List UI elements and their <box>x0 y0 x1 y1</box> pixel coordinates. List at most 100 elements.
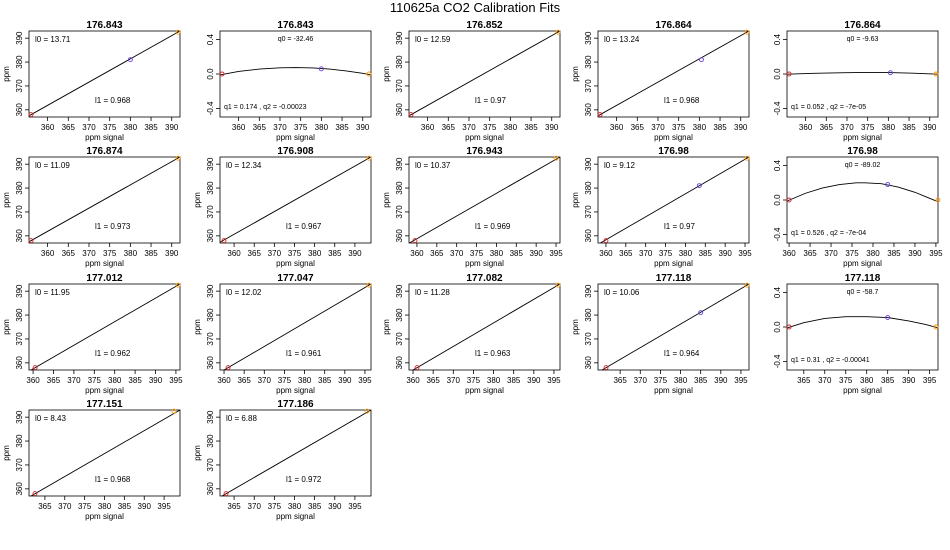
x-tick-label: 370 <box>82 249 96 258</box>
panel-title: 177.012 <box>86 273 123 284</box>
x-tick-label: 365 <box>803 249 817 258</box>
x-tick-label: 375 <box>78 502 92 511</box>
data-point <box>603 238 609 244</box>
plot-area <box>598 31 749 116</box>
x-axis-label: ppm signal <box>654 133 693 142</box>
x-tick-label: 370 <box>273 123 287 132</box>
x-tick-label: 390 <box>165 123 179 132</box>
data-point <box>553 155 559 161</box>
plot-area <box>412 284 560 370</box>
x-tick-label: 390 <box>527 376 541 385</box>
x-tick-label: 370 <box>450 249 464 258</box>
x-tick-label: 360 <box>599 249 613 258</box>
q1-q2-annotation: q1 = 0.052 , q2 = -7e-05 <box>791 104 866 111</box>
data-point <box>786 71 792 77</box>
intercept-annotation: l0 = 11.95 <box>35 288 70 297</box>
x-tick-label: 375 <box>861 123 875 132</box>
plot-frame <box>219 156 372 244</box>
data-point <box>887 70 893 76</box>
x-tick-label: 370 <box>824 249 838 258</box>
y-tick-label: 370 <box>395 332 404 346</box>
data-point <box>366 71 372 77</box>
x-tick-label: 365 <box>442 123 456 132</box>
x-tick-label: 395 <box>348 502 362 511</box>
y-tick-label: 390 <box>206 284 215 298</box>
x-tick-label: 360 <box>799 123 813 132</box>
intercept-annotation: l0 = 13.24 <box>604 35 640 44</box>
y-tick-label: 380 <box>584 308 593 322</box>
x-tick-label: 380 <box>298 376 312 385</box>
y-tick-label: 390 <box>584 157 593 171</box>
x-tick-label: 385 <box>694 376 708 385</box>
y-tick-label: 370 <box>15 79 24 93</box>
x-tick-label: 360 <box>410 249 424 258</box>
y-tick-label: 370 <box>395 205 404 219</box>
plot-area <box>787 71 938 75</box>
x-tick-label: 385 <box>335 123 349 132</box>
x-tick-label: 370 <box>82 123 96 132</box>
panel-10: 176.98 360 365 370 375 380 385 390 395 -0.4 0.0 0.4… <box>773 146 943 268</box>
panel-title: 176.864 <box>844 20 881 31</box>
panel-11: 177.012 360 365 370 375 380 385 390 395 360 370 380… <box>2 273 183 395</box>
x-tick-label: 395 <box>734 376 748 385</box>
x-tick-label: 390 <box>348 249 362 258</box>
intercept-annotation: l0 = 8.43 <box>35 414 66 423</box>
panel-14: 177.118 365 370 375 380 385 390 395 360 370 380 390… <box>571 273 750 395</box>
x-tick-label: 385 <box>318 376 332 385</box>
x-tick-label: 390 <box>908 249 922 258</box>
intercept-annotation: l0 = 9.12 <box>604 161 635 170</box>
fit-line <box>223 284 371 370</box>
y-tick-label: 360 <box>15 482 24 496</box>
x-tick-label: 365 <box>820 123 834 132</box>
y-tick-label: 370 <box>206 458 215 472</box>
x-tick-label: 390 <box>529 249 543 258</box>
x-tick-label: 390 <box>714 376 728 385</box>
x-tick-label: 380 <box>288 502 302 511</box>
q0-annotation: q0 = -89.02 <box>845 162 881 169</box>
y-tick-label: 370 <box>584 332 593 346</box>
x-tick-label: 365 <box>619 249 633 258</box>
data-point <box>28 238 34 244</box>
slope-annotation: l1 = 0.972 <box>286 475 322 484</box>
y-tick-label: 0.0 <box>773 68 782 80</box>
y-tick-label: 0.4 <box>773 286 782 298</box>
slope-annotation: l1 = 0.973 <box>95 222 131 231</box>
x-axis-label: ppm signal <box>465 386 504 395</box>
fit-line <box>30 284 180 370</box>
x-tick-label: 380 <box>866 249 880 258</box>
panel-15: 177.118 365 370 375 380 385 390 395 -0.4 0.0 0.4 pp… <box>773 273 939 395</box>
x-axis-label: ppm signal <box>465 259 504 268</box>
x-tick-label: 375 <box>483 123 497 132</box>
intercept-annotation: l0 = 12.34 <box>226 161 262 170</box>
y-tick-label: 380 <box>206 434 215 448</box>
x-tick-label: 365 <box>47 376 61 385</box>
x-tick-label: 395 <box>738 249 752 258</box>
plot-frame <box>597 283 750 371</box>
slope-annotation: l1 = 0.968 <box>95 475 131 484</box>
x-tick-label: 380 <box>490 249 504 258</box>
data-point <box>318 66 324 72</box>
x-tick-label: 370 <box>639 249 653 258</box>
x-tick-label: 365 <box>253 123 267 132</box>
x-tick-label: 390 <box>545 123 559 132</box>
q0-annotation: q0 = -58.7 <box>847 289 879 296</box>
x-tick-label: 380 <box>124 123 138 132</box>
data-point <box>219 71 225 77</box>
y-tick-label: 0.0 <box>773 194 782 206</box>
plot-area <box>223 284 371 370</box>
y-tick-label: -0.4 <box>206 101 215 115</box>
fit-curve <box>787 182 938 203</box>
y-tick-label: 390 <box>395 284 404 298</box>
x-tick-label: 380 <box>108 376 122 385</box>
x-tick-label: 360 <box>782 249 796 258</box>
data-point <box>175 29 181 35</box>
y-tick-label: 370 <box>15 332 24 346</box>
x-tick-label: 390 <box>149 376 163 385</box>
panel-title: 176.98 <box>658 146 689 157</box>
panel-title: 176.843 <box>86 20 123 31</box>
x-tick-label: 360 <box>406 376 420 385</box>
panel-title: 176.843 <box>277 20 314 31</box>
fit-line <box>412 284 560 370</box>
plot-area <box>30 284 180 370</box>
x-tick-label: 370 <box>447 376 461 385</box>
